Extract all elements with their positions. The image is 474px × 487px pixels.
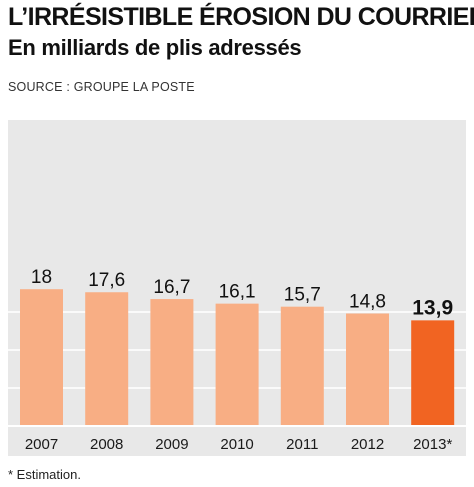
x-tick-labels: 2007 2008 2009 2010 2011 2012 2013*	[25, 436, 453, 453]
value-labels: 18 17,6 16,7 16,1 15,7 14,8 13,9	[31, 267, 453, 319]
value-label: 18	[31, 267, 52, 288]
axis-band	[8, 426, 466, 456]
chart-subtitle: En milliards de plis adressés	[8, 35, 302, 60]
value-label: 16,1	[219, 282, 256, 303]
bar-2012	[346, 313, 389, 426]
bar-2010	[215, 303, 259, 426]
x-tick-label: 2011	[286, 436, 318, 453]
bars	[20, 289, 455, 426]
bar-2007	[20, 289, 63, 426]
x-tick-label: 2010	[220, 436, 253, 453]
x-tick-label: 2007	[25, 436, 58, 453]
x-tick-label: 2012	[351, 436, 384, 453]
bar-chart: 18 17,6 16,7 16,1 15,7 14,8 13,9 2007 2008 2009 2…	[8, 120, 466, 456]
footnote: * Estimation.	[8, 467, 81, 482]
value-label: 16,7	[153, 277, 190, 298]
source-note: SOURCE : GROUPE LA POSTE	[8, 80, 195, 94]
bar-2011	[280, 306, 324, 426]
value-label: 14,8	[349, 292, 386, 313]
bar-2009	[150, 299, 194, 426]
bar-2013	[411, 320, 455, 426]
value-label: 13,9	[412, 296, 453, 319]
value-label: 17,6	[88, 270, 125, 291]
bar-2008	[85, 292, 129, 426]
x-tick-label: 2008	[90, 436, 123, 453]
x-tick-label: 2013*	[413, 436, 452, 453]
x-tick-label: 2009	[155, 436, 188, 453]
value-label: 15,7	[284, 285, 321, 306]
chart-title: L’IRRÉSISTIBLE ÉROSION DU COURRIER	[8, 3, 474, 31]
